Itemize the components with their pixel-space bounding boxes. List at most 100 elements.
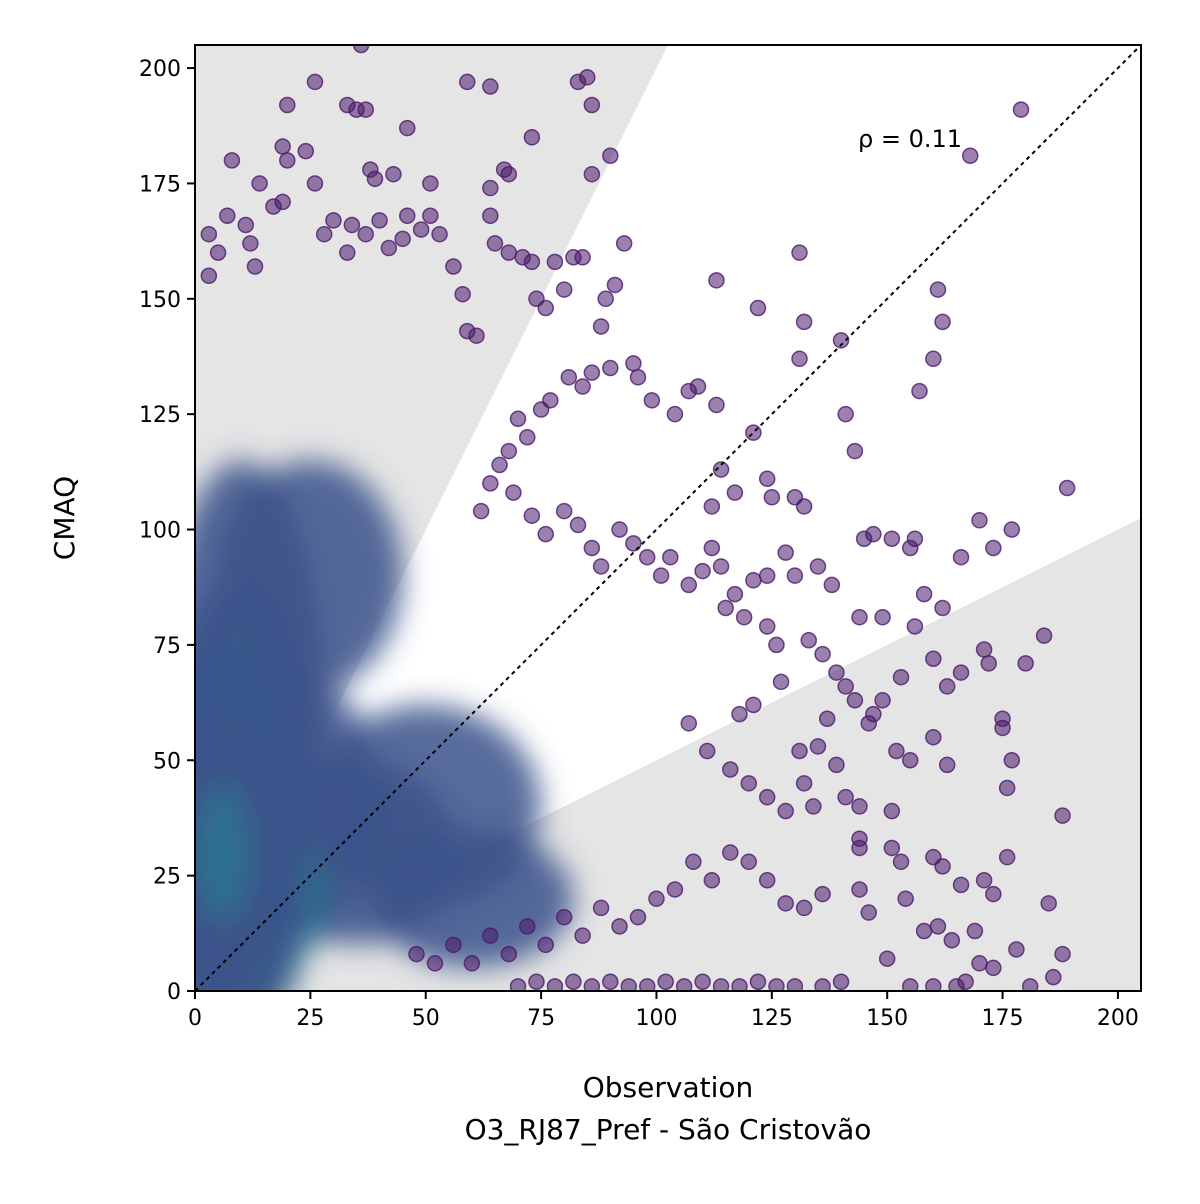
- data-point: [500, 442, 518, 460]
- data-point: [795, 313, 813, 331]
- data-point: [823, 576, 841, 594]
- data-point: [758, 871, 776, 889]
- data-point: [219, 207, 236, 224]
- data-point: [666, 881, 684, 898]
- data-point: [592, 899, 610, 917]
- data-point: [814, 645, 831, 663]
- data-point: [602, 147, 619, 165]
- data-point: [925, 728, 942, 746]
- data-point: [297, 142, 315, 160]
- annotation-rho: ρ = 0.11: [858, 125, 962, 153]
- data-point: [952, 876, 970, 894]
- data-point: [758, 788, 776, 806]
- data-point: [555, 281, 573, 298]
- data-point: [814, 885, 831, 903]
- data-point: [791, 244, 808, 261]
- data-point: [777, 895, 794, 912]
- y-tick-label: 100: [139, 519, 181, 544]
- y-tick-label: 75: [153, 634, 181, 659]
- x-tick-label: 175: [982, 1006, 1024, 1031]
- data-point: [574, 249, 591, 266]
- data-point: [717, 599, 734, 617]
- data-point: [906, 618, 924, 635]
- data-point: [851, 839, 868, 857]
- data-point: [938, 756, 956, 774]
- data-point: [915, 922, 933, 940]
- data-point: [758, 567, 776, 584]
- data-point: [1058, 479, 1076, 497]
- data-point: [491, 456, 508, 474]
- data-point: [758, 470, 776, 488]
- data-point: [638, 978, 656, 991]
- data-point: [795, 899, 813, 917]
- data-point: [934, 313, 951, 331]
- data-point: [722, 844, 739, 861]
- data-point: [694, 973, 711, 991]
- data-point: [749, 973, 767, 991]
- data-point: [352, 45, 370, 54]
- data-point: [662, 548, 679, 566]
- data-point: [998, 848, 1016, 866]
- data-point: [638, 548, 656, 566]
- data-point: [578, 69, 596, 86]
- data-point: [975, 871, 993, 889]
- data-point: [892, 668, 910, 686]
- data-point: [602, 359, 619, 377]
- data-point: [546, 978, 564, 991]
- data-point: [223, 152, 241, 169]
- data-point: [445, 936, 462, 954]
- data-point: [343, 216, 361, 234]
- data-point: [749, 299, 767, 317]
- data-point: [860, 904, 877, 921]
- data-point: [883, 839, 901, 857]
- data-point: [523, 253, 541, 271]
- data-point: [832, 332, 850, 349]
- data-point: [583, 364, 601, 381]
- data-point: [731, 705, 748, 723]
- x-axis-sublabel: O3_RJ87_Pref - São Cristovão: [465, 1113, 872, 1146]
- data-point: [611, 918, 628, 935]
- data-point: [422, 175, 439, 192]
- data-point: [1035, 627, 1053, 644]
- data-point: [315, 225, 333, 243]
- x-axis-label: Observation: [583, 1071, 754, 1104]
- data-point: [1003, 752, 1021, 769]
- data-point: [888, 742, 905, 760]
- data-point: [911, 382, 928, 400]
- data-point: [929, 918, 947, 935]
- data-point: [680, 715, 698, 732]
- data-point: [583, 165, 601, 183]
- data-point: [791, 350, 808, 368]
- data-point: [865, 525, 882, 543]
- data-point: [482, 207, 499, 224]
- data-point: [1022, 978, 1039, 991]
- data-point: [454, 285, 471, 303]
- data-point: [795, 498, 813, 515]
- data-point: [851, 608, 868, 626]
- data-point: [209, 244, 227, 261]
- data-point: [814, 978, 831, 991]
- y-tick-label: 0: [167, 980, 181, 1005]
- data-point: [482, 78, 499, 95]
- x-tick-label: 150: [866, 1006, 908, 1031]
- data-point: [615, 235, 633, 252]
- data-point: [246, 258, 264, 275]
- data-point: [786, 978, 804, 991]
- data-point: [306, 73, 324, 91]
- y-tick-label: 25: [153, 865, 181, 890]
- x-tick-label: 200: [1097, 1006, 1139, 1031]
- data-point: [1045, 968, 1062, 986]
- data-point: [698, 742, 716, 760]
- data-point: [948, 978, 965, 991]
- data-point: [1054, 807, 1071, 824]
- data-point: [837, 678, 854, 695]
- data-point: [906, 530, 924, 548]
- data-point: [915, 585, 933, 603]
- data-point: [569, 516, 587, 534]
- data-point: [242, 235, 259, 252]
- data-point: [412, 221, 430, 238]
- data-point: [745, 696, 762, 714]
- data-point: [828, 756, 845, 774]
- data-point: [528, 973, 545, 991]
- data-point: [685, 853, 702, 871]
